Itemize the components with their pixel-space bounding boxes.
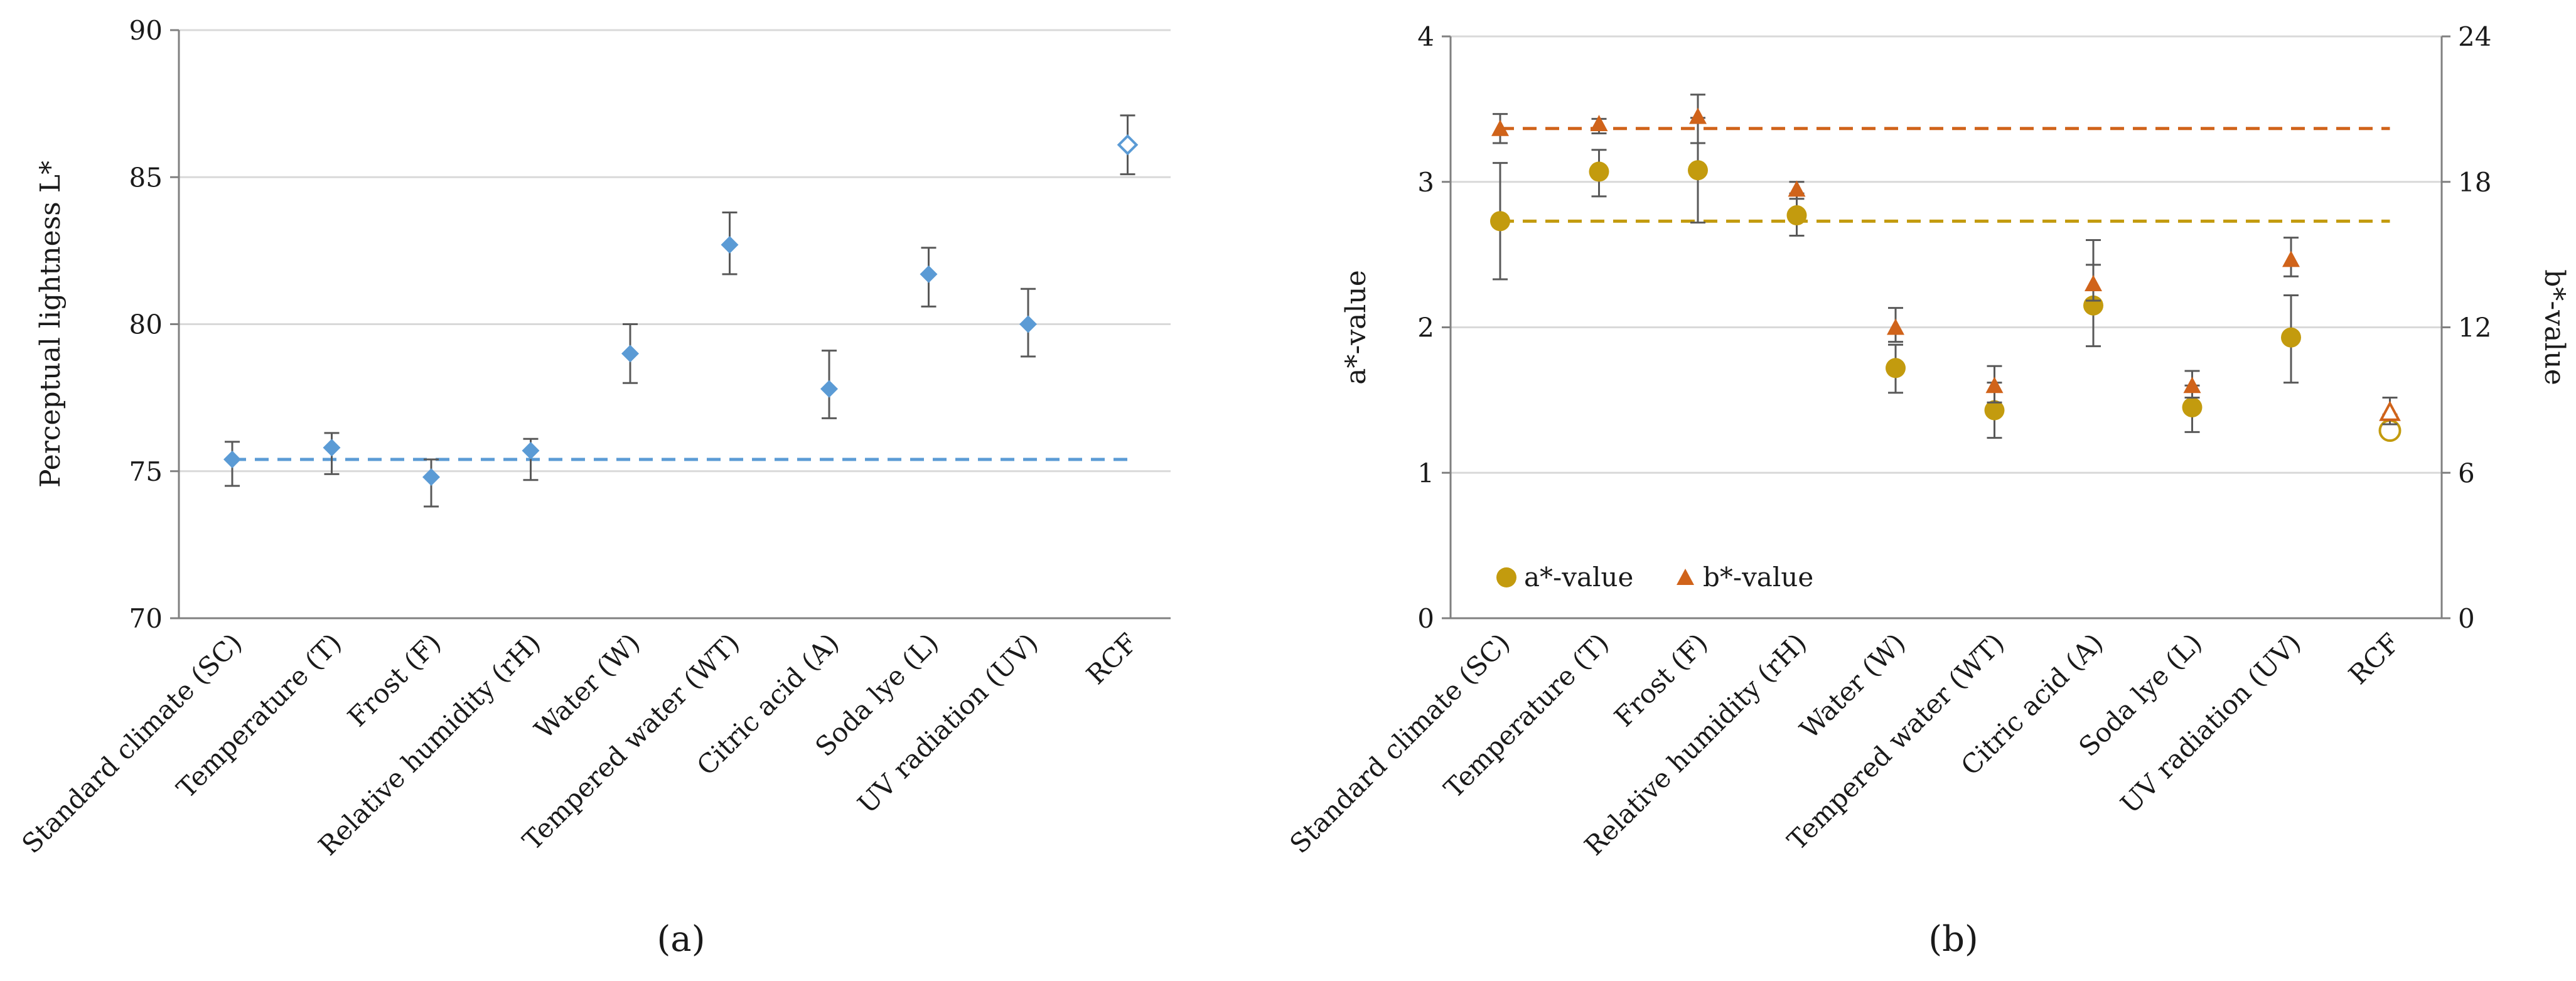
y-tick-label: 85 [129,162,163,193]
x-tick-label: Temperature (T) [1438,627,1615,804]
data-point [1786,205,1807,226]
y-tick-label-right: 12 [2458,313,2491,343]
data-point [1589,161,1609,182]
legend-label: b*-value [1703,562,1813,592]
data-point [1985,377,2004,394]
y-tick-label-right: 6 [2458,458,2475,488]
data-point [1689,107,1707,124]
y-tick-label: 1 [1417,458,1434,488]
data-point [1590,115,1608,132]
data-point [2085,274,2102,291]
data-point [422,468,440,486]
data-point [1117,134,1139,156]
y-tick-label: 0 [1417,603,1434,634]
y-tick-label: 4 [1417,21,1434,52]
data-point [820,380,838,398]
data-point [2281,327,2301,348]
data-point [1491,119,1509,136]
data-point [1984,400,2005,421]
panel-label: (a) [657,919,705,960]
data-point [1887,318,1904,335]
x-tick-label: Frost (F) [341,627,447,732]
data-point [1019,315,1037,333]
y-tick-label: 3 [1417,167,1434,198]
y-tick-label-right: 24 [2458,21,2491,52]
x-tick-label: UV radiation (UV) [852,627,1044,819]
data-point [621,345,639,363]
y-tick-label: 90 [129,15,163,46]
data-point [2282,250,2300,267]
data-point [522,441,540,459]
data-point [721,236,739,254]
x-tick-label: Frost (F) [1608,627,1714,732]
data-point [223,451,241,469]
data-point [1490,211,1510,232]
y-axis-label-right: b*-value [2538,269,2570,385]
data-point [920,265,938,283]
y-tick-label: 2 [1417,313,1434,343]
legend-label: a*-value [1524,562,1633,592]
y-tick-label-right: 0 [2458,603,2475,634]
y-tick-label-right: 18 [2458,167,2491,198]
panel-label: (b) [1928,919,1978,960]
legend-marker [1677,569,1694,585]
x-tick-label: RCF [2343,627,2405,690]
data-point [1688,160,1708,181]
y-tick-label: 75 [129,456,163,487]
y-tick-label: 80 [129,309,163,340]
data-point [2183,377,2201,394]
y-axis-label: Perceptual lightness L* [35,161,67,488]
x-tick-label: UV radiation (UV) [2115,627,2307,819]
data-point [2379,400,2401,421]
data-point [2182,397,2203,417]
x-tick-label: RCF [1080,627,1143,690]
data-point [323,439,341,457]
y-tick-label: 70 [129,603,163,634]
data-point [1788,180,1806,197]
y-axis-label: a*-value [1340,270,1372,385]
x-tick-label: Temperature (T) [171,627,348,804]
data-point [1886,358,1906,378]
legend-marker [1496,567,1516,587]
